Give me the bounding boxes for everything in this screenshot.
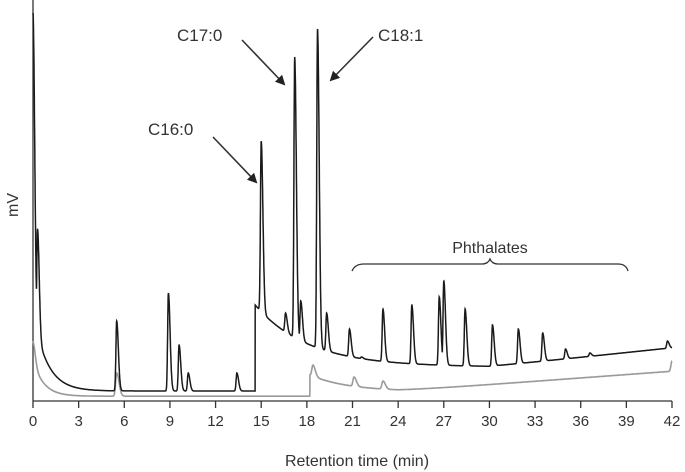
x-tick-label: 3	[74, 413, 82, 430]
x-tick-label: 6	[120, 413, 128, 430]
x-tick-label: 18	[299, 413, 316, 430]
x-ticks: 0 3 6 9 12 15 18 21 24 27 30 33 36 39 42	[29, 401, 681, 430]
x-tick-label: 12	[207, 413, 224, 430]
c16-label: C16:0	[148, 120, 193, 139]
c17-arrow	[241, 39, 286, 86]
x-tick-label: 36	[572, 413, 589, 430]
x-tick-label: 15	[253, 413, 270, 430]
c18-arrow	[329, 36, 374, 82]
x-tick-label: 27	[435, 413, 452, 430]
x-tick-label: 9	[166, 413, 174, 430]
c16-arrow	[212, 136, 258, 184]
y-axis-label: mV	[5, 193, 22, 217]
x-tick-label: 42	[664, 413, 681, 430]
x-tick-label: 30	[481, 413, 498, 430]
c17-label: C17:0	[177, 26, 222, 45]
x-axis-label: Retention time (min)	[285, 453, 429, 470]
phthalates-brace	[351, 257, 629, 272]
x-tick-label: 0	[29, 413, 37, 430]
c18-label: C18:1	[378, 26, 423, 45]
x-tick-label: 24	[390, 413, 407, 430]
x-tick-label: 39	[618, 413, 635, 430]
axes	[32, 0, 672, 402]
sample-trace	[32, 12, 673, 392]
blank-trace	[32, 340, 673, 397]
x-tick-label: 21	[344, 413, 361, 430]
x-tick-label: 33	[527, 413, 544, 430]
phthalates-label: Phthalates	[452, 240, 528, 257]
